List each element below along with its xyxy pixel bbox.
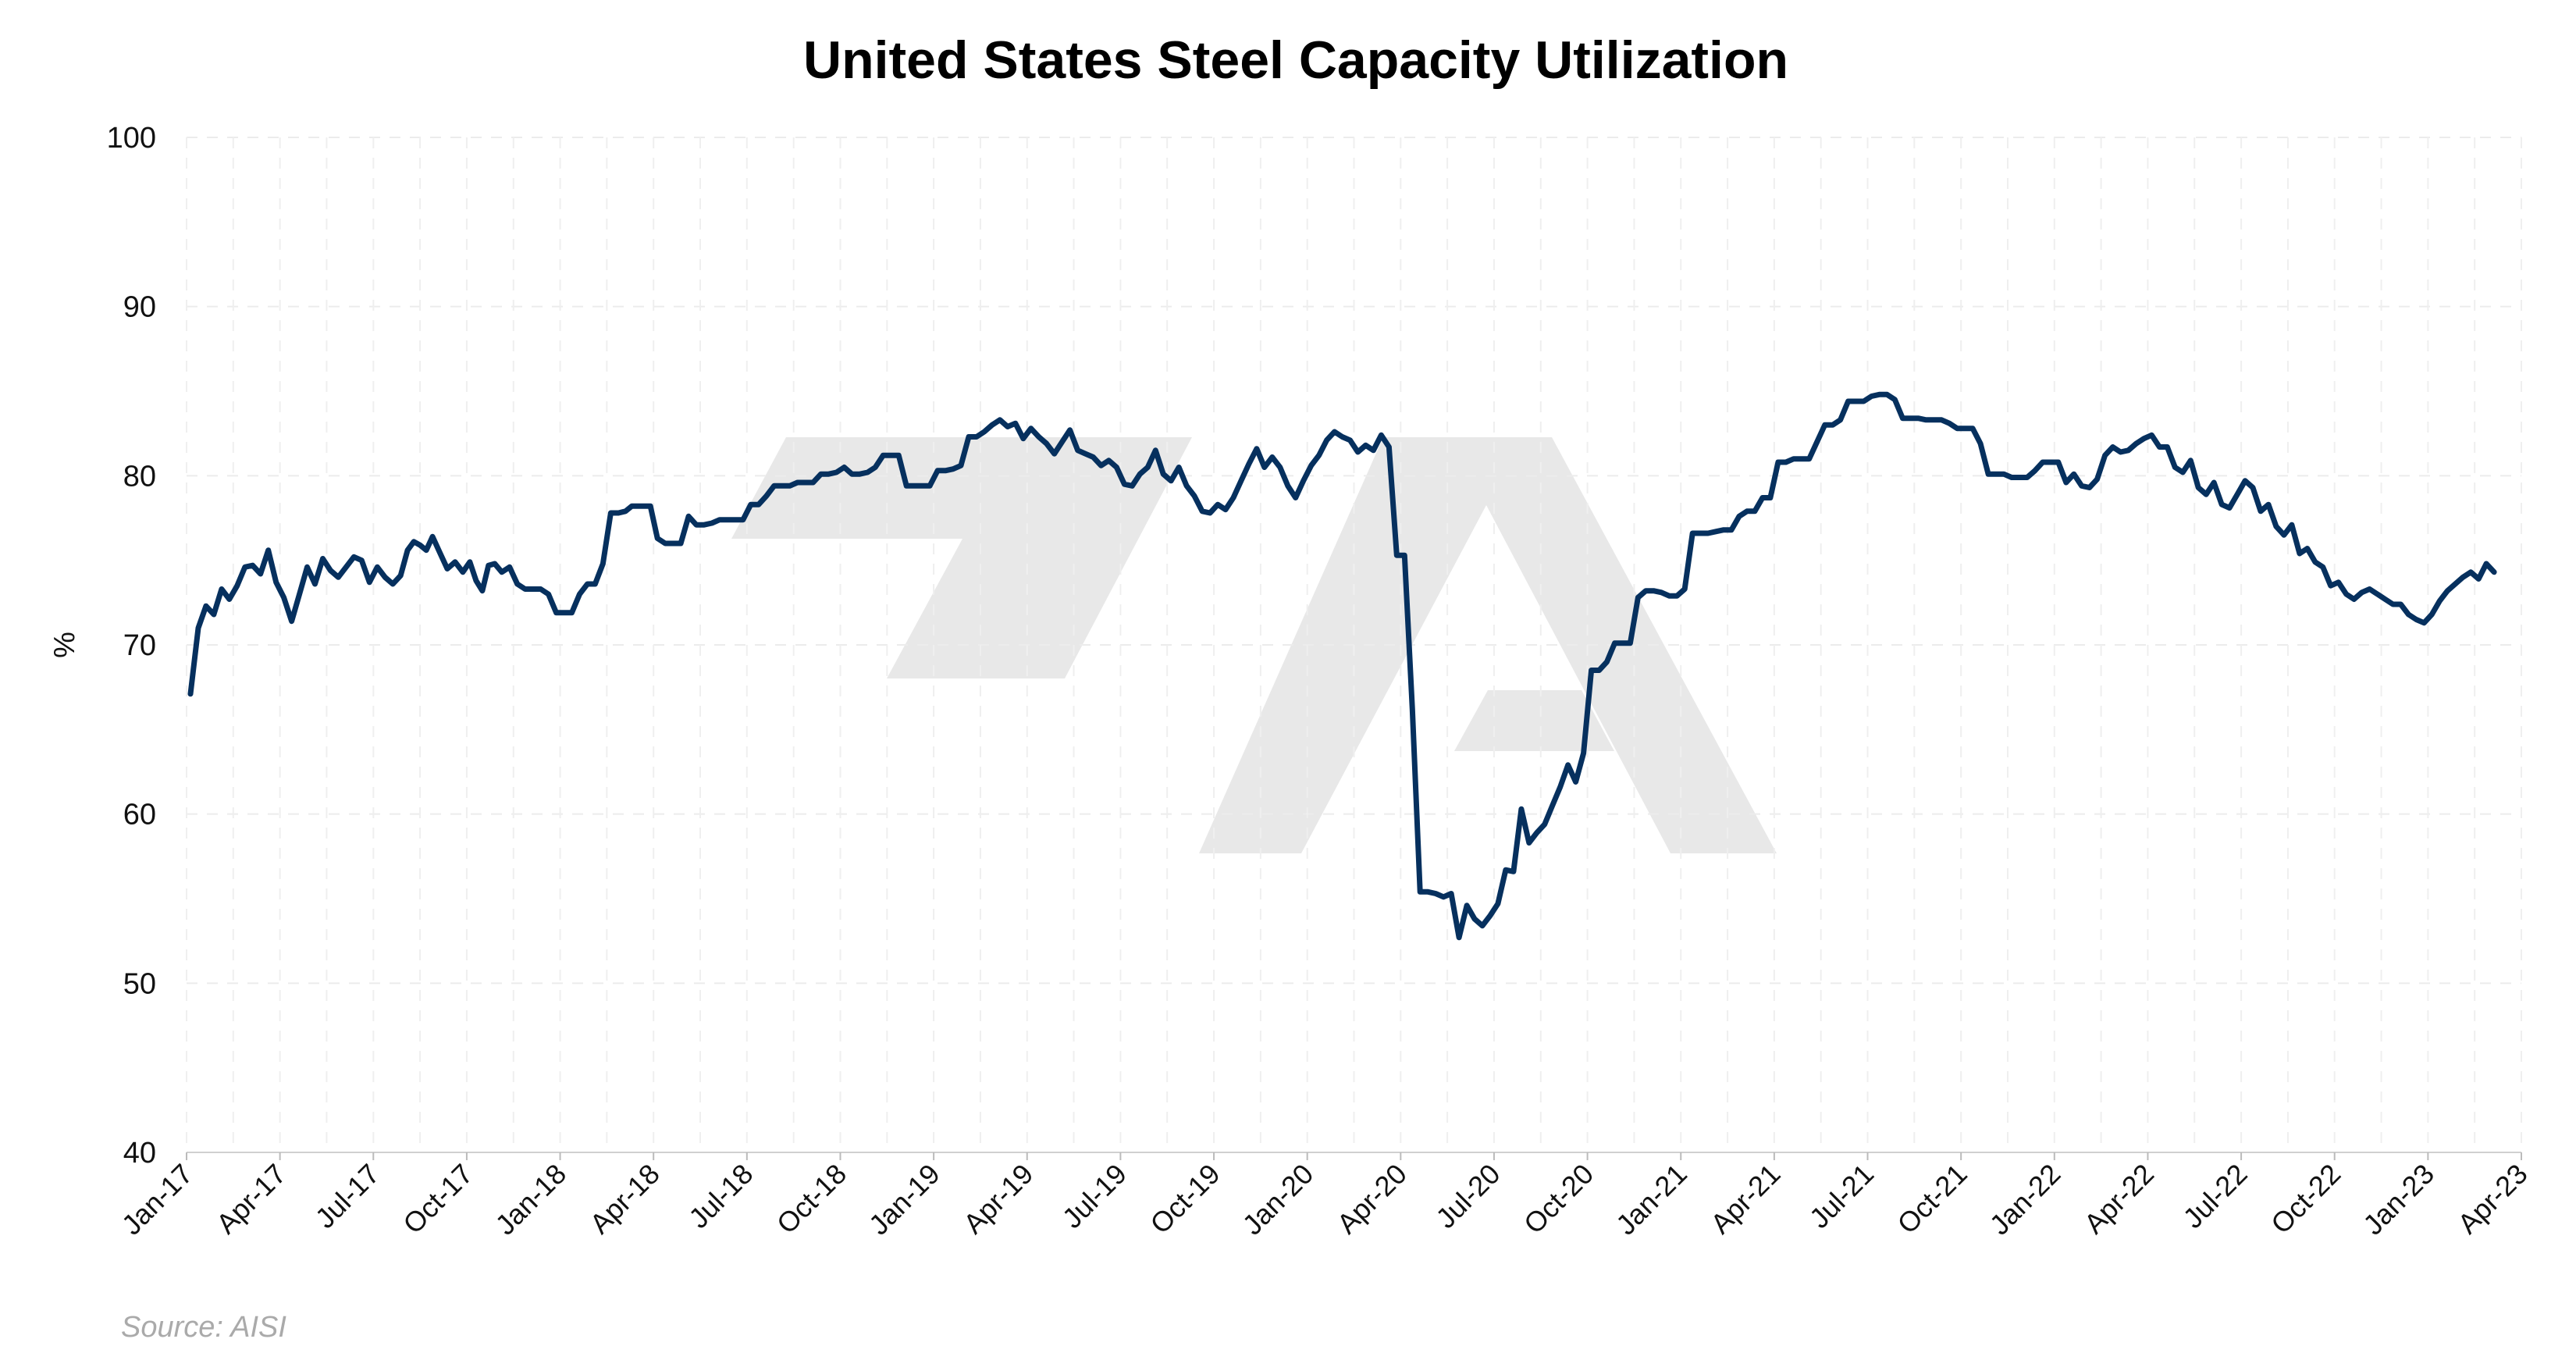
y-tick-label: 40 [123, 1137, 156, 1170]
y-tick-label: 60 [123, 799, 156, 832]
x-tick-label: Oct-22 [2265, 1158, 2347, 1240]
y-tick-label: 80 [123, 460, 156, 493]
y-tick-label: 90 [123, 291, 156, 324]
watermark-shape-a [1199, 437, 1777, 853]
source-note: Source: AISI [121, 1311, 286, 1344]
x-tick-label: Jul-19 [1056, 1158, 1133, 1234]
x-tick-label: Jul-21 [1803, 1158, 1880, 1234]
x-tick-label: Oct-19 [1144, 1158, 1226, 1240]
y-tick-label: 100 [107, 122, 156, 155]
watermark-logo [731, 437, 1777, 853]
x-tick-label: Apr-19 [957, 1158, 1039, 1240]
y-axis-label: % [48, 632, 81, 658]
series-line [187, 391, 2497, 941]
x-tick-label: Apr-18 [583, 1158, 665, 1240]
x-tick-label: Jan-17 [116, 1158, 199, 1241]
chart-title: United States Steel Capacity Utilization [803, 30, 1788, 90]
y-tick-label: 70 [123, 629, 156, 662]
x-tick-label: Apr-22 [2078, 1158, 2160, 1240]
x-tick-label: Jul-18 [682, 1158, 759, 1234]
x-axis: Jan-17 Apr-17 Jul-17 Oct-17 Jan-18 Apr-18 Jul-… [116, 1152, 2534, 1241]
x-tick-label: Oct-21 [1891, 1158, 1973, 1240]
x-tick-label: Jan-20 [1236, 1158, 1320, 1241]
x-tick-label: Jan-23 [2357, 1158, 2440, 1241]
x-tick-label: Jul-17 [309, 1158, 386, 1234]
y-tick-label: 50 [123, 967, 156, 1000]
x-tick-label: Jul-20 [1429, 1158, 1506, 1234]
x-tick-label: Apr-17 [210, 1158, 292, 1240]
x-tick-label: Apr-23 [2451, 1158, 2533, 1240]
x-tick-label: Apr-20 [1331, 1158, 1413, 1240]
x-tick-label: Jan-21 [1610, 1158, 1693, 1241]
x-tick-label: Jan-22 [1984, 1158, 2067, 1241]
x-tick-label: Jul-22 [2176, 1158, 2253, 1234]
x-tick-label: Oct-18 [770, 1158, 852, 1240]
x-tick-label: Oct-17 [397, 1158, 479, 1240]
grid [186, 137, 2522, 1152]
watermark-shape-seven [731, 437, 1192, 678]
x-tick-label: Apr-21 [1704, 1158, 1786, 1240]
x-tick-label: Jan-19 [863, 1158, 946, 1241]
x-tick-label: Oct-20 [1517, 1158, 1599, 1240]
x-tick-label: Jan-18 [489, 1158, 572, 1241]
y-axis: 40 50 60 70 80 90 100 [107, 122, 156, 1170]
